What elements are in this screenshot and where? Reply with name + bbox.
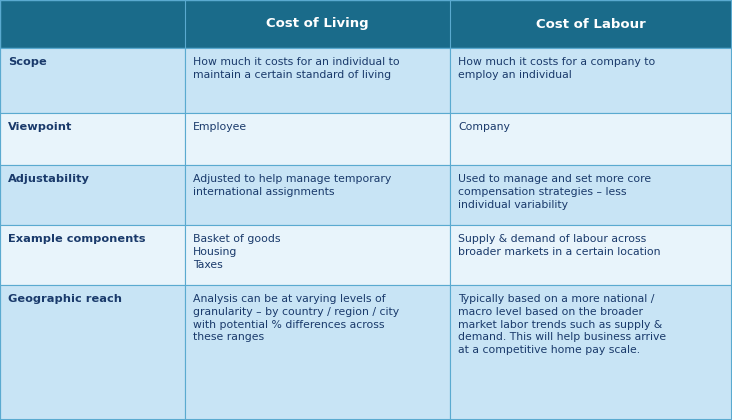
Text: Cost of Labour: Cost of Labour bbox=[536, 18, 646, 31]
Bar bbox=[185, 285, 450, 420]
Bar bbox=[185, 225, 450, 285]
Bar bbox=[450, 225, 732, 285]
Text: Geographic reach: Geographic reach bbox=[8, 294, 122, 304]
Text: Employee: Employee bbox=[193, 122, 247, 132]
Bar bbox=[0, 225, 185, 285]
Text: Scope: Scope bbox=[8, 57, 47, 67]
Bar bbox=[185, 113, 450, 165]
Text: Company: Company bbox=[458, 122, 510, 132]
Text: Example components: Example components bbox=[8, 234, 146, 244]
Bar bbox=[0, 0, 732, 48]
Text: Used to manage and set more core
compensation strategies – less
individual varia: Used to manage and set more core compens… bbox=[458, 174, 651, 210]
Text: Viewpoint: Viewpoint bbox=[8, 122, 72, 132]
Bar bbox=[450, 113, 732, 165]
Bar bbox=[185, 165, 450, 225]
Bar bbox=[0, 285, 185, 420]
Bar bbox=[450, 165, 732, 225]
Text: Supply & demand of labour across
broader markets in a certain location: Supply & demand of labour across broader… bbox=[458, 234, 660, 257]
Text: How much it costs for a company to
employ an individual: How much it costs for a company to emplo… bbox=[458, 57, 655, 80]
Bar bbox=[450, 285, 732, 420]
Text: Adjusted to help manage temporary
international assignments: Adjusted to help manage temporary intern… bbox=[193, 174, 391, 197]
Text: Basket of goods
Housing
Taxes: Basket of goods Housing Taxes bbox=[193, 234, 280, 270]
Text: Cost of Living: Cost of Living bbox=[266, 18, 369, 31]
Text: Adjustability: Adjustability bbox=[8, 174, 90, 184]
Bar bbox=[0, 48, 185, 113]
Bar bbox=[0, 113, 185, 165]
Text: How much it costs for an individual to
maintain a certain standard of living: How much it costs for an individual to m… bbox=[193, 57, 400, 80]
Bar bbox=[0, 165, 185, 225]
Text: Typically based on a more national /
macro level based on the broader
market lab: Typically based on a more national / mac… bbox=[458, 294, 666, 355]
Bar bbox=[185, 48, 450, 113]
Text: Analysis can be at varying levels of
granularity – by country / region / city
wi: Analysis can be at varying levels of gra… bbox=[193, 294, 399, 342]
Bar bbox=[450, 48, 732, 113]
